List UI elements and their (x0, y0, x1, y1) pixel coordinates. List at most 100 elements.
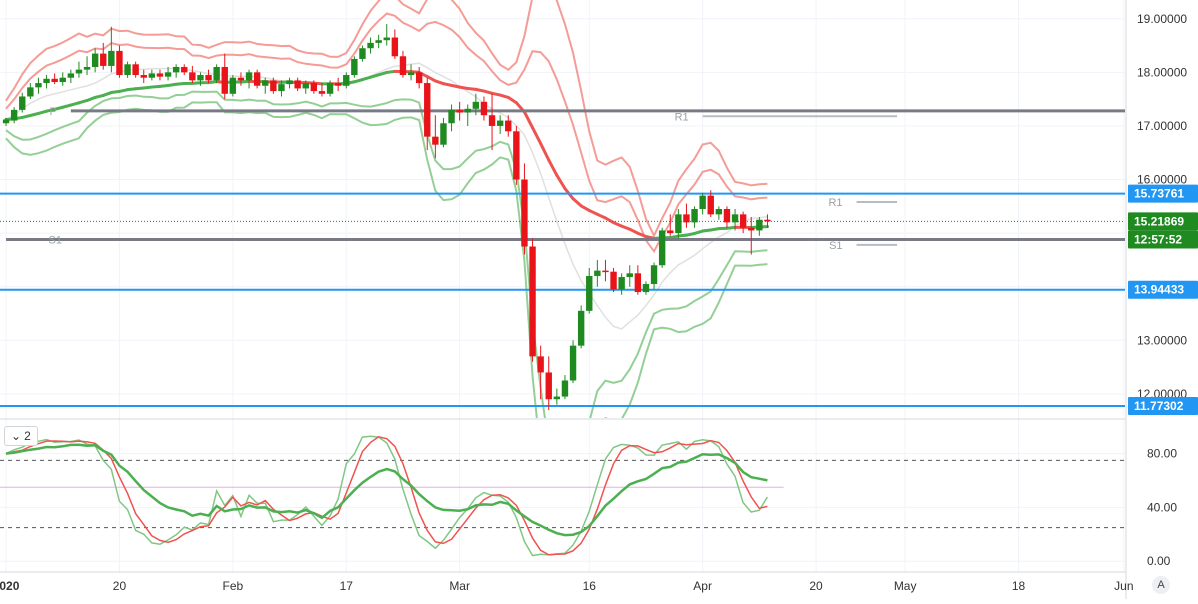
candle-body (424, 83, 430, 137)
candle-body (756, 220, 762, 231)
price-pill-label: 11.77302 (1134, 399, 1184, 413)
candle-body (635, 273, 641, 292)
time-tick-label: Jun (1114, 579, 1133, 593)
pivot-label: R1 (828, 197, 842, 209)
candle-body (60, 78, 66, 82)
candle-body (408, 72, 414, 75)
candle-body (189, 72, 195, 80)
candle-body (627, 273, 633, 277)
candle-body (473, 102, 479, 109)
candle-body (481, 102, 487, 115)
candle-body (141, 75, 147, 78)
stoch-tick-label: 0.00 (1147, 554, 1171, 568)
candle-body (157, 73, 163, 76)
time-tick-label: Mar (449, 579, 470, 593)
candle-body (554, 397, 560, 400)
trend-ma-segment (573, 199, 581, 206)
candle-body (748, 228, 754, 231)
candle-body (546, 372, 552, 399)
candle-body (286, 80, 292, 84)
candle-body (440, 123, 446, 144)
trend-ma (6, 71, 767, 238)
candle-body (513, 131, 519, 179)
candle-body (716, 209, 722, 214)
candle-body (181, 67, 187, 72)
pivot-label: P (50, 106, 57, 118)
auto-scale-button[interactable]: A (1152, 576, 1170, 594)
candle-body (359, 48, 365, 59)
time-tick-label: Feb (223, 579, 244, 593)
chevron-down-icon[interactable]: ⌄ (11, 427, 21, 445)
candle-body (570, 346, 576, 381)
time-tick-label: May (894, 579, 917, 593)
candle-body (35, 83, 41, 87)
stoch-smooth-line (6, 445, 767, 535)
candle-body (351, 59, 357, 75)
candle-body (448, 110, 454, 123)
indicator-collapse-tag[interactable]: ⌄ 2 (4, 426, 38, 446)
lower-band-outer (6, 102, 767, 570)
candle-body (416, 72, 422, 83)
candle-body (602, 271, 608, 273)
candle-body (392, 38, 398, 57)
candle-body (708, 196, 714, 215)
candle-body (586, 276, 592, 311)
candle-body (594, 271, 600, 276)
candle-body (165, 72, 171, 76)
candle-body (68, 73, 74, 77)
price-pill-label: 15.73761 (1134, 187, 1184, 201)
pivot-label: R1 (675, 111, 689, 123)
candle-body (465, 109, 471, 113)
candle-body (124, 64, 130, 75)
candle-body (489, 115, 495, 126)
candle-body (149, 73, 155, 77)
candle-body (432, 137, 438, 145)
candles (3, 24, 771, 410)
candle-body (497, 121, 503, 126)
pivot-label: S1 (829, 240, 842, 252)
candle-body (270, 80, 276, 91)
candle-body (643, 284, 649, 292)
price-pill-label: 12:57:52 (1134, 233, 1182, 247)
candle-body (27, 87, 33, 96)
price-pill-label: 15.21869 (1134, 214, 1184, 228)
candle-body (691, 209, 697, 222)
candle-body (84, 67, 90, 70)
time-tick-label: Apr (693, 579, 712, 593)
candle-body (51, 79, 57, 82)
candle-body (319, 91, 325, 94)
candle-body (197, 75, 203, 80)
candle-body (311, 83, 317, 91)
pivot-label: S1 (49, 235, 62, 247)
candle-body (578, 311, 584, 346)
candle-body (132, 64, 138, 75)
candle-body (732, 214, 738, 222)
candle-body (375, 40, 381, 43)
price-tick-label: 17.00000 (1137, 119, 1187, 133)
candle-body (19, 96, 25, 109)
candle-body (384, 38, 390, 41)
indicator-count: 2 (24, 427, 31, 445)
candle-body (254, 72, 260, 85)
candle-body (618, 277, 624, 289)
candle-body (92, 54, 98, 67)
candle-body (651, 265, 657, 284)
candle-body (327, 83, 333, 94)
candle-body (699, 196, 705, 209)
candle-body (610, 272, 616, 290)
price-tick-label: 16.00000 (1137, 173, 1187, 187)
candle-body (43, 79, 49, 83)
candle-body (238, 78, 244, 81)
candle-body (222, 67, 228, 94)
candle-body (335, 83, 341, 86)
candle-body (116, 51, 122, 75)
time-tick-label: 18 (1012, 579, 1026, 593)
candle-body (675, 214, 681, 233)
candle-body (505, 121, 511, 132)
stoch-tick-label: 80.00 (1147, 447, 1177, 461)
candle-body (456, 110, 462, 113)
candle-body (278, 84, 284, 91)
